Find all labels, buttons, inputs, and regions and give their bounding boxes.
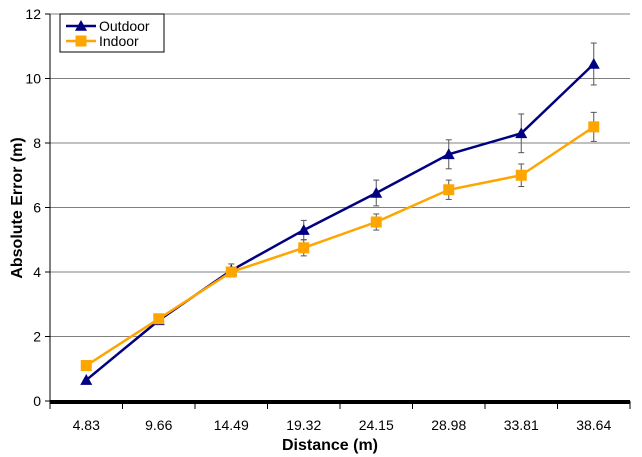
data-point [298,242,310,254]
x-tick-label: 19.32 [286,417,321,433]
data-point [515,169,527,181]
legend-marker [75,35,87,47]
y-tick-label: 4 [33,264,41,280]
data-point [370,216,382,228]
series-layer [80,42,600,385]
series-line [85,63,595,382]
y-tick-label: 0 [33,393,41,409]
y-axis-title: Absolute Error (m) [9,137,26,278]
data-point [80,360,92,372]
x-tick-label: 24.15 [359,417,394,433]
x-tick-label: 4.83 [73,417,100,433]
legend-marker [75,20,87,31]
data-point [153,313,165,325]
legend-label: Outdoor [99,18,150,34]
x-tick-label: 38.64 [576,417,611,433]
y-tick-label: 12 [25,6,41,22]
axes: 0 2 4 6 8 10 12 4.83 9.66 14.49 19.32 24.15 28.98 33.… [25,6,631,433]
series-line [85,125,595,367]
y-tick-label: 8 [33,135,41,151]
data-point [225,266,237,278]
data-point [297,224,310,235]
x-axis-title: Distance (m) [282,437,378,454]
x-tick-label: 9.66 [145,417,172,433]
data-point [370,186,383,198]
data-point [443,184,455,196]
x-tick-label: 33.81 [504,417,539,433]
data-point [588,121,600,133]
x-tick-label: 14.49 [214,417,249,433]
data-point [587,57,600,69]
data-point [442,148,455,160]
data-point [80,374,93,385]
y-tick-label: 6 [33,200,41,216]
y-tick-label: 2 [33,329,41,345]
series-outdoor [80,42,600,385]
gridlines [50,13,630,337]
x-tick-label: 28.98 [431,417,466,433]
legend-label: Indoor [99,33,139,49]
y-tick-label: 10 [25,71,41,87]
series-indoor [80,111,600,372]
data-point [515,127,528,139]
